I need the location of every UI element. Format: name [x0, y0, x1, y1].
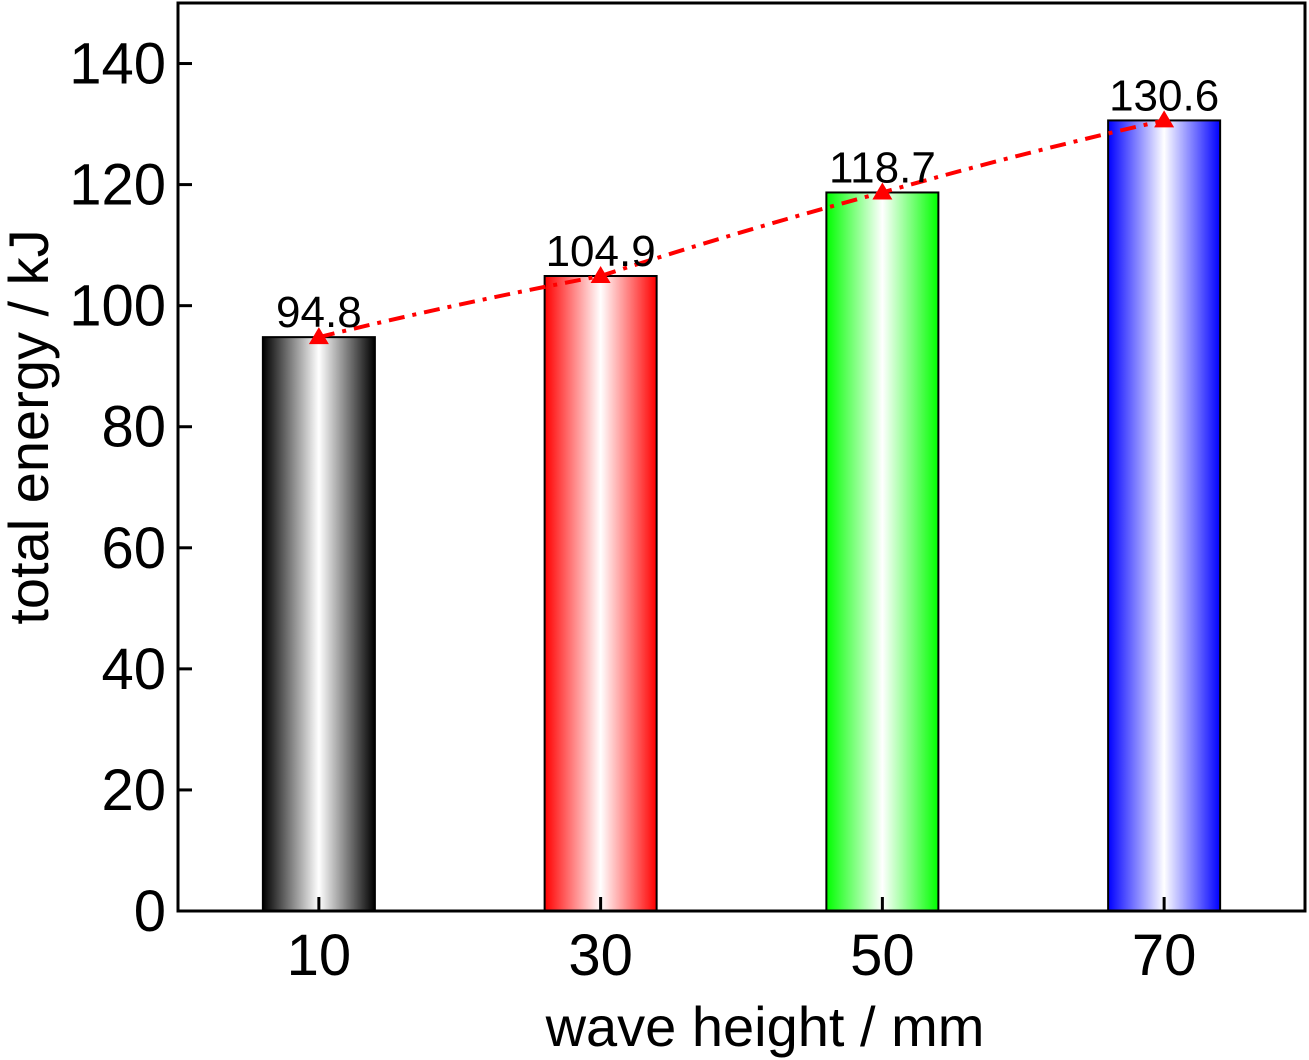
y-tick-label: 0 — [134, 879, 166, 944]
trend-marker-50 — [872, 182, 893, 200]
y-tick-label: 80 — [101, 395, 166, 460]
trend-marker-10 — [308, 327, 329, 345]
y-tick-label: 100 — [69, 274, 166, 339]
y-tick-label: 60 — [101, 516, 166, 581]
y-axis-ticks: 0 20 40 60 80 100 120 140 — [69, 32, 192, 944]
bar-70 — [1107, 119, 1222, 912]
trend-line-layer — [308, 110, 1175, 345]
data-label-30: 104.9 — [546, 227, 656, 276]
data-label-10: 94.8 — [276, 288, 362, 337]
x-tick-label: 10 — [287, 923, 352, 988]
trend-marker-70 — [1154, 110, 1175, 128]
bar-50 — [825, 191, 940, 912]
bar-10 — [261, 336, 376, 913]
y-tick-label: 140 — [69, 32, 166, 97]
y-tick-label: 120 — [69, 153, 166, 218]
y-axis-title: total energy / kJ — [0, 229, 60, 624]
x-axis-title: wave height / mm — [545, 995, 985, 1058]
trend-marker-30 — [590, 266, 611, 284]
data-label-70: 130.6 — [1109, 71, 1219, 120]
x-tick-label: 30 — [568, 923, 633, 988]
bars-layer — [261, 119, 1222, 913]
plot-frame — [176, 1, 1307, 913]
bar-30 — [543, 275, 658, 913]
y-tick-label: 40 — [101, 637, 166, 702]
x-tick-label: 70 — [1132, 923, 1197, 988]
trend-line — [318, 118, 1165, 340]
data-label-50: 118.7 — [829, 143, 936, 192]
y-tick-label: 20 — [101, 758, 166, 823]
x-axis-ticks: 10 30 50 70 — [287, 897, 1197, 988]
x-tick-label: 50 — [850, 923, 915, 988]
data-labels-layer: 94.8 104.9 118.7 130.6 — [276, 71, 1219, 337]
